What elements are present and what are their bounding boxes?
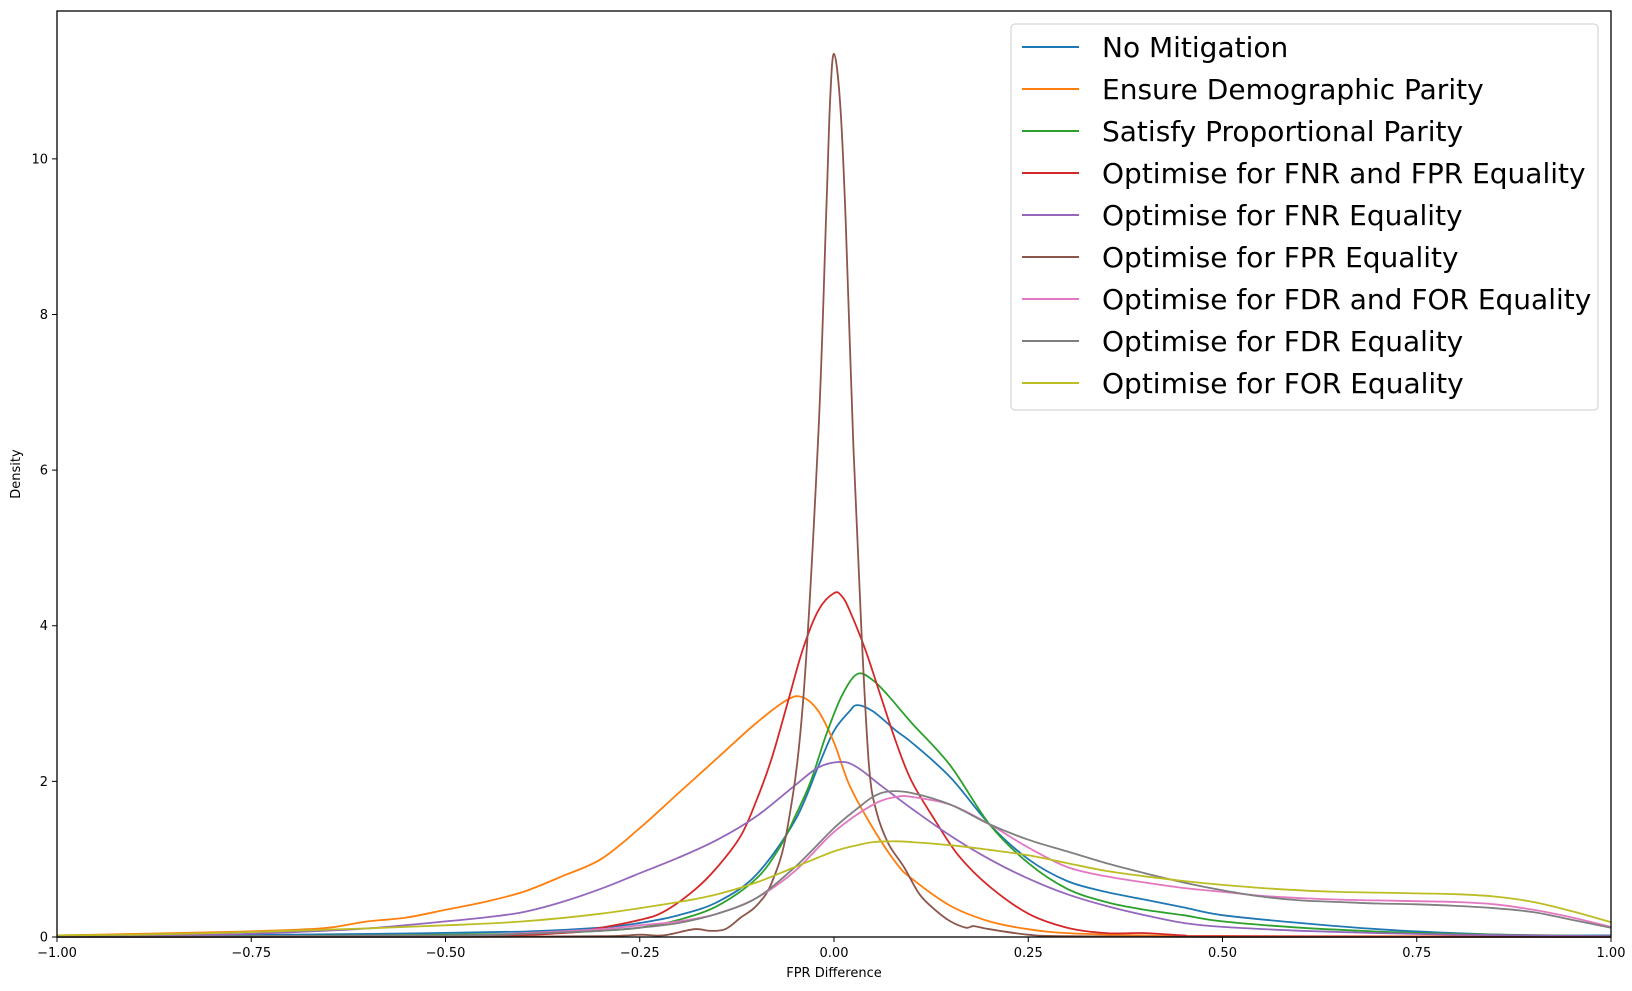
x-axis: −1.00 −0.75 −0.50 −0.25 0.00 0.25 0.50 0.75 1.00 (37, 937, 1625, 961)
legend-label: Ensure Demographic Parity (1102, 73, 1484, 106)
y-tick-label: 4 (40, 619, 48, 634)
x-tick-label: −0.50 (426, 946, 466, 961)
x-tick-label: −0.75 (231, 946, 271, 961)
series-line-4 (56, 761, 1612, 938)
legend-label: Optimise for FDR and FOR Equality (1102, 283, 1591, 316)
series-line-1 (56, 695, 1612, 938)
x-tick-label: 0.00 (820, 946, 849, 961)
series-line-7 (56, 790, 1612, 938)
legend-box (1010, 23, 1599, 411)
legend: No Mitigation Ensure Demographic Parity Sa… (1010, 23, 1599, 411)
y-axis: 0 2 4 6 8 10 (31, 152, 57, 946)
x-tick-label: −1.00 (37, 946, 77, 961)
legend-label: Optimise for FNR and FPR Equality (1102, 157, 1586, 190)
legend-label: Optimise for FPR Equality (1102, 241, 1459, 274)
series-line-0 (56, 704, 1612, 938)
x-axis-label: FPR Difference (786, 966, 882, 981)
y-tick-label: 8 (40, 308, 48, 323)
y-tick-label: 2 (40, 775, 48, 790)
legend-label: Optimise for FOR Equality (1102, 367, 1464, 400)
legend-label: No Mitigation (1102, 31, 1288, 64)
y-tick-label: 6 (40, 464, 48, 479)
legend-label: Satisfy Proportional Parity (1102, 115, 1463, 148)
series-line-8 (56, 840, 1612, 937)
y-tick-label: 10 (31, 152, 48, 167)
x-tick-label: 0.50 (1208, 946, 1237, 961)
y-axis-label: Density (9, 449, 24, 499)
series-line-2 (56, 672, 1612, 938)
x-tick-label: 0.25 (1014, 946, 1043, 961)
y-tick-label: 0 (40, 931, 48, 946)
legend-label: Optimise for FDR Equality (1102, 325, 1463, 358)
series-layer (56, 52, 1612, 938)
x-tick-label: 0.75 (1402, 946, 1431, 961)
series-line-5 (57, 52, 1611, 938)
series-line-6 (56, 795, 1612, 938)
legend-label: Optimise for FNR Equality (1102, 199, 1463, 232)
x-tick-label: −0.25 (620, 946, 660, 961)
x-tick-label: 1.00 (1597, 946, 1626, 961)
series-line-3 (56, 591, 1612, 938)
